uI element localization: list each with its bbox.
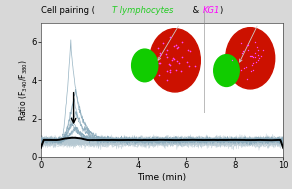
Text: &: &: [190, 6, 202, 15]
Circle shape: [150, 29, 200, 92]
Circle shape: [214, 55, 239, 86]
Text: KG1: KG1: [203, 6, 220, 15]
Text: Cell pairing (: Cell pairing (: [41, 6, 95, 15]
Y-axis label: Ratio (F$_{340}$/F$_{380}$): Ratio (F$_{340}$/F$_{380}$): [18, 59, 30, 121]
Circle shape: [132, 49, 158, 82]
Text: Side view: Side view: [239, 104, 262, 109]
Text: T lymphocytes: T lymphocytes: [112, 6, 174, 15]
Circle shape: [226, 28, 275, 89]
X-axis label: Time (min): Time (min): [138, 173, 187, 182]
Text: 10 μm: 10 μm: [127, 97, 141, 101]
Text: ): ): [219, 6, 222, 15]
Text: Top view: Top view: [153, 104, 174, 109]
